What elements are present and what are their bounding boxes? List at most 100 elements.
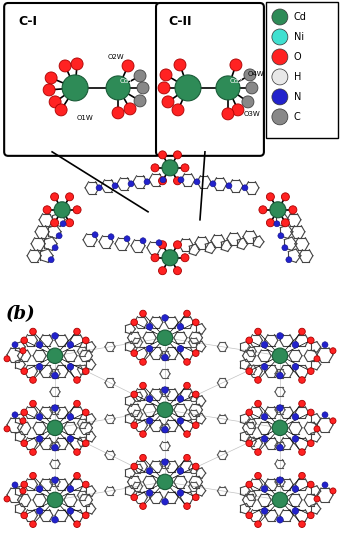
Circle shape [30, 400, 36, 407]
Circle shape [36, 436, 43, 442]
Circle shape [322, 342, 328, 348]
Circle shape [83, 337, 89, 344]
Circle shape [307, 481, 314, 488]
Circle shape [73, 206, 81, 214]
Circle shape [36, 413, 43, 420]
Circle shape [255, 472, 261, 479]
Circle shape [36, 486, 43, 492]
Circle shape [49, 96, 61, 108]
Circle shape [83, 368, 89, 375]
Text: O: O [294, 52, 302, 62]
Circle shape [83, 512, 89, 519]
Text: Cd2: Cd2 [230, 78, 243, 84]
Circle shape [277, 445, 283, 451]
Circle shape [67, 364, 74, 370]
Circle shape [157, 474, 173, 490]
Circle shape [4, 426, 10, 432]
Circle shape [272, 492, 288, 508]
Circle shape [192, 319, 199, 326]
Circle shape [299, 328, 305, 335]
Circle shape [261, 508, 268, 514]
FancyBboxPatch shape [156, 3, 264, 156]
Circle shape [255, 521, 261, 527]
Text: O4W: O4W [248, 71, 265, 77]
Circle shape [162, 426, 168, 433]
Circle shape [172, 104, 184, 116]
Circle shape [230, 59, 242, 71]
Circle shape [162, 315, 168, 321]
Circle shape [322, 412, 328, 418]
Circle shape [242, 96, 254, 108]
FancyBboxPatch shape [266, 2, 338, 138]
Circle shape [246, 481, 253, 488]
Circle shape [177, 490, 184, 496]
Circle shape [21, 440, 28, 447]
Text: (a): (a) [6, 5, 35, 23]
Circle shape [226, 183, 232, 189]
Text: Ni: Ni [294, 32, 304, 42]
Circle shape [158, 241, 167, 249]
Circle shape [52, 477, 58, 483]
Circle shape [54, 202, 70, 218]
Circle shape [158, 267, 167, 275]
Circle shape [299, 400, 305, 407]
Circle shape [131, 494, 137, 501]
Circle shape [192, 391, 199, 398]
Circle shape [255, 377, 261, 384]
Circle shape [30, 521, 36, 527]
Circle shape [330, 418, 336, 424]
Circle shape [277, 405, 283, 411]
Circle shape [131, 391, 137, 398]
Circle shape [292, 413, 299, 420]
Text: Cd1: Cd1 [120, 78, 134, 84]
Circle shape [184, 503, 190, 509]
Circle shape [140, 455, 146, 461]
Circle shape [246, 512, 253, 519]
Circle shape [184, 359, 190, 365]
Circle shape [30, 328, 36, 335]
Circle shape [299, 449, 305, 456]
Text: Cd: Cd [294, 12, 307, 22]
Circle shape [255, 400, 261, 407]
Circle shape [74, 400, 80, 407]
Text: H: H [294, 72, 301, 82]
Circle shape [21, 337, 28, 344]
Circle shape [272, 109, 288, 125]
Circle shape [36, 364, 43, 370]
Circle shape [140, 359, 146, 365]
Circle shape [277, 477, 283, 483]
Circle shape [134, 95, 146, 107]
Circle shape [175, 75, 201, 101]
Circle shape [21, 512, 28, 519]
Circle shape [162, 354, 168, 361]
Circle shape [56, 233, 62, 239]
Circle shape [140, 310, 146, 317]
Circle shape [272, 69, 288, 85]
Circle shape [140, 382, 146, 389]
Circle shape [21, 368, 28, 375]
Circle shape [177, 345, 184, 352]
Circle shape [52, 245, 58, 251]
Circle shape [177, 417, 184, 424]
Circle shape [177, 396, 184, 402]
Circle shape [246, 82, 258, 94]
Circle shape [66, 193, 73, 201]
Circle shape [255, 449, 261, 456]
Circle shape [20, 418, 26, 424]
Circle shape [12, 342, 18, 348]
Circle shape [307, 440, 314, 447]
Circle shape [47, 348, 63, 364]
Circle shape [151, 164, 159, 172]
Circle shape [292, 364, 299, 370]
Circle shape [272, 29, 288, 45]
Circle shape [162, 160, 178, 176]
Circle shape [184, 431, 190, 437]
Circle shape [112, 107, 124, 119]
Circle shape [270, 202, 286, 218]
Circle shape [71, 58, 83, 70]
Circle shape [131, 422, 137, 428]
Circle shape [30, 449, 36, 456]
Circle shape [146, 417, 153, 424]
Circle shape [194, 179, 200, 185]
Circle shape [140, 431, 146, 437]
